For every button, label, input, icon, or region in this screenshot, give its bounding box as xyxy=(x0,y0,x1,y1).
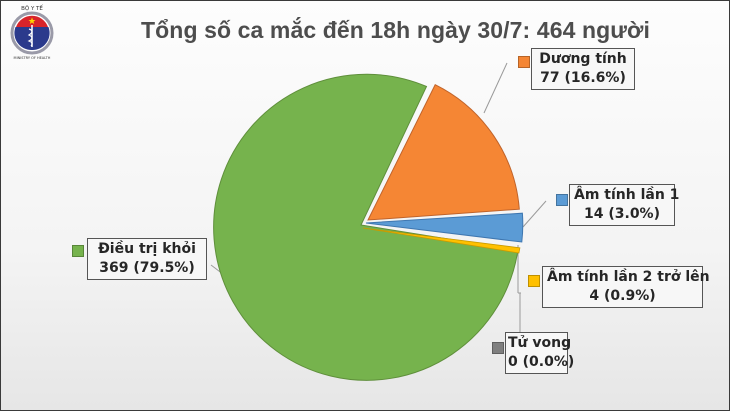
label-name: Điều trị khỏi xyxy=(98,241,196,257)
label-value: 4 (0.9%) xyxy=(589,288,656,304)
slice-positive xyxy=(367,84,520,221)
label-value: 14 (3.0%) xyxy=(584,206,660,222)
label-value: 369 (79.5%) xyxy=(99,260,195,276)
chart-title: Tổng số ca mắc đến 18h ngày 30/7: 464 ng… xyxy=(141,17,650,43)
label-name: Dương tính xyxy=(539,51,627,67)
svg-text:BỘ Y TẾ: BỘ Y TẾ xyxy=(21,4,43,12)
legend-swatch-deaths xyxy=(492,342,504,354)
legend-swatch-negative-twice xyxy=(528,275,540,287)
data-label-positive: Dương tính 77 (16.6%) xyxy=(531,48,635,90)
slice-negative-once xyxy=(365,212,524,243)
label-name: Âm tính lần 2 trở lên xyxy=(547,269,710,285)
legend-swatch-negative-once xyxy=(556,194,568,206)
data-label-recovered: Điều trị khỏi 369 (79.5%) xyxy=(87,238,207,280)
label-name: Tử vong xyxy=(508,335,572,351)
label-name: Âm tính lần 1 xyxy=(574,187,680,203)
svg-text:MINISTRY OF HEALTH: MINISTRY OF HEALTH xyxy=(14,56,51,60)
slice-negative-twice xyxy=(362,227,521,254)
label-value: 0 (0.0%) xyxy=(508,354,575,370)
data-label-negative-once: Âm tính lần 1 14 (3.0%) xyxy=(569,184,680,226)
legend-swatch-positive xyxy=(518,56,530,68)
ministry-of-health-logo: BỘ Y TẾ MINISTRY OF HEALTH xyxy=(10,4,54,60)
data-label-deaths: Tử vong 0 (0.0%) xyxy=(505,332,575,374)
legend-swatch-recovered xyxy=(72,245,84,257)
slice-recovered xyxy=(213,73,519,381)
label-value: 77 (16.6%) xyxy=(540,70,626,86)
data-label-negative-twice: Âm tính lần 2 trở lên 4 (0.9%) xyxy=(542,266,710,308)
